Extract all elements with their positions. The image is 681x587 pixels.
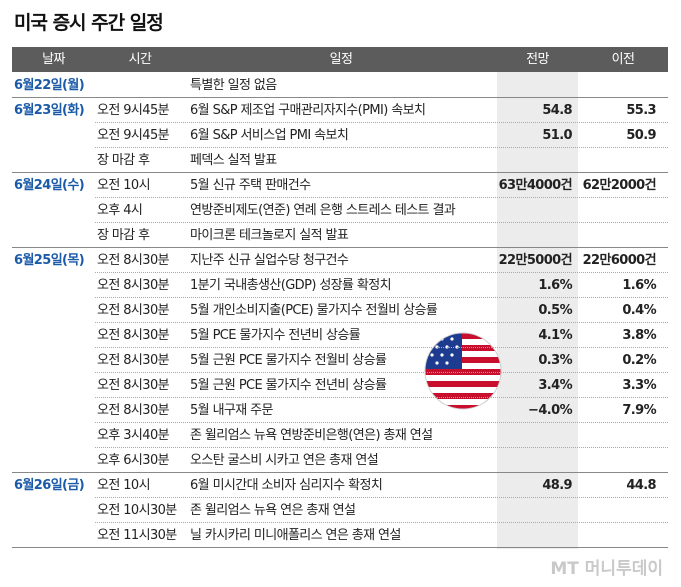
previous-cell: 50.9 <box>626 128 656 143</box>
time-cell: 오후 3시40분 <box>97 428 170 443</box>
event-cell: 닐 카시카리 미니애폴리스 연은 총재 연설 <box>190 528 401 543</box>
previous-cell: 7.9% <box>622 403 656 418</box>
event-cell: 오스탄 굴스비 시카고 연은 총재 연설 <box>190 453 379 468</box>
time-cell: 오전 8시30분 <box>97 403 170 418</box>
event-cell: 특별한 일정 없음 <box>190 78 277 93</box>
time-cell: 오전 9시45분 <box>97 128 170 143</box>
previous-cell: 22만6000건 <box>582 253 657 268</box>
date-cell: 6월24일(수) <box>14 178 85 193</box>
row-divider <box>95 497 668 498</box>
forecast-cell: 54.8 <box>542 103 572 118</box>
header-bar <box>12 47 668 72</box>
forecast-cell: 1.6% <box>538 278 572 293</box>
time-cell: 오전 11시30분 <box>97 528 177 543</box>
row-divider <box>95 122 668 123</box>
time-cell: 장 마감 후 <box>97 153 150 168</box>
group-divider <box>12 472 668 473</box>
event-cell: 1분기 국내총생산(GDP) 성장률 확정치 <box>190 278 392 293</box>
forecast-cell: 3.4% <box>538 378 572 393</box>
row-divider <box>95 422 668 423</box>
header-cell: 시간 <box>128 52 152 67</box>
date-cell: 6월26일(금) <box>14 478 85 493</box>
time-cell: 오전 8시30분 <box>97 378 170 393</box>
forecast-cell: 4.1% <box>538 328 572 343</box>
time-cell: 오전 8시30분 <box>97 253 170 268</box>
title: 미국 증시 주간 일정 <box>14 12 164 34</box>
time-cell: 오전 10시 <box>97 178 151 193</box>
date-cell: 6월23일(화) <box>14 103 85 118</box>
forecast-cell: 63만4000건 <box>498 178 573 193</box>
date-cell: 6월22일(월) <box>14 78 85 93</box>
event-cell: 존 윌리엄스 뉴욕 연은 총재 연설 <box>190 503 356 518</box>
row-divider <box>95 222 668 223</box>
time-cell: 오전 10시30분 <box>97 503 177 518</box>
time-cell: 장 마감 후 <box>97 228 150 243</box>
row-divider <box>95 447 668 448</box>
event-cell: 6월 S&P 제조업 구매관리자지수(PMI) 속보치 <box>190 103 426 118</box>
time-cell: 오전 10시 <box>97 478 151 493</box>
event-cell: 5월 내구재 주문 <box>190 403 274 418</box>
time-cell: 오후 6시30분 <box>97 453 170 468</box>
row-divider <box>95 272 668 273</box>
time-cell: 오전 8시30분 <box>97 353 170 368</box>
previous-cell: 44.8 <box>626 478 656 493</box>
event-cell: 5월 근원 PCE 물가지수 전년비 상승률 <box>190 378 387 393</box>
table-bottom <box>12 547 668 548</box>
group-divider <box>12 172 668 173</box>
previous-cell: 3.8% <box>622 328 656 343</box>
forecast-cell: 48.9 <box>542 478 572 493</box>
event-cell: 연방준비제도(연준) 연례 은행 스트레스 테스트 결과 <box>190 203 456 218</box>
header-cell: 일정 <box>329 52 353 67</box>
previous-cell: 0.4% <box>622 303 656 318</box>
time-cell: 오후 4시 <box>97 203 143 218</box>
row-divider <box>95 297 668 298</box>
event-cell: 지난주 신규 실업수당 청구건수 <box>190 253 349 268</box>
forecast-column-bg <box>497 72 578 549</box>
event-cell: 페덱스 실적 발표 <box>190 153 277 168</box>
previous-cell: 3.3% <box>622 378 656 393</box>
event-cell: 5월 PCE 물가지수 전년비 상승률 <box>190 328 361 343</box>
forecast-cell: 0.3% <box>538 353 572 368</box>
event-cell: 마이크론 테크놀로지 실적 발표 <box>190 228 349 243</box>
watermark: MT 머니투데이 <box>550 559 663 579</box>
row-divider <box>95 197 668 198</box>
row-divider <box>95 397 668 398</box>
event-cell: 6월 미시간대 소비자 심리지수 확정치 <box>190 478 383 493</box>
row-divider <box>95 322 668 323</box>
event-cell: 존 윌리엄스 뉴욕 연방준비은행(연은) 총재 연설 <box>190 428 433 443</box>
event-cell: 5월 신규 주택 판매건수 <box>190 178 311 193</box>
forecast-cell: 51.0 <box>542 128 572 143</box>
header-cell: 날짜 <box>42 52 65 67</box>
event-cell: 6월 S&P 서비스업 PMI 속보치 <box>190 128 349 143</box>
previous-cell: 1.6% <box>622 278 656 293</box>
forecast-cell: 0.5% <box>538 303 572 318</box>
row-divider <box>95 147 668 148</box>
group-divider <box>12 97 668 98</box>
forecast-cell: −4.0% <box>528 403 573 418</box>
group-divider <box>12 247 668 248</box>
forecast-cell: 22만5000건 <box>498 253 573 268</box>
date-cell: 6월25일(목) <box>14 253 85 268</box>
time-cell: 오전 8시30분 <box>97 303 170 318</box>
time-cell: 오전 8시30분 <box>97 278 170 293</box>
time-cell: 오전 9시45분 <box>97 103 170 118</box>
event-cell: 5월 개인소비지출(PCE) 물가지수 전월비 상승률 <box>190 303 438 318</box>
previous-cell: 55.3 <box>626 103 656 118</box>
header-cell: 이전 <box>611 52 635 67</box>
time-cell: 오전 8시30분 <box>97 328 170 343</box>
previous-cell: 62만2000건 <box>582 178 657 193</box>
previous-cell: 0.2% <box>622 353 656 368</box>
row-divider <box>95 522 668 523</box>
row-divider <box>95 347 668 348</box>
event-cell: 5월 근원 PCE 물가지수 전월비 상승률 <box>190 353 387 368</box>
row-divider <box>95 372 668 373</box>
header-cell: 전망 <box>526 52 549 67</box>
